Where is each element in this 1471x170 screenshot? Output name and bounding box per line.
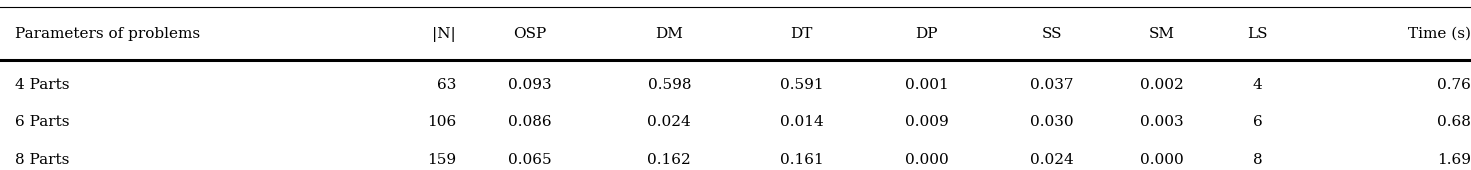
Text: 63: 63	[437, 78, 456, 92]
Text: 0.093: 0.093	[507, 78, 552, 92]
Text: 0.014: 0.014	[780, 115, 824, 129]
Text: 4 Parts: 4 Parts	[15, 78, 69, 92]
Text: 8 Parts: 8 Parts	[15, 153, 69, 167]
Text: 106: 106	[427, 115, 456, 129]
Text: 0.161: 0.161	[780, 153, 824, 167]
Text: Time (s): Time (s)	[1408, 27, 1471, 41]
Text: OSP: OSP	[513, 27, 546, 41]
Text: 0.001: 0.001	[905, 78, 949, 92]
Text: SS: SS	[1041, 27, 1062, 41]
Text: LS: LS	[1247, 27, 1268, 41]
Text: 0.68: 0.68	[1437, 115, 1471, 129]
Text: Parameters of problems: Parameters of problems	[15, 27, 200, 41]
Text: SM: SM	[1149, 27, 1175, 41]
Text: 0.030: 0.030	[1030, 115, 1074, 129]
Text: 0.002: 0.002	[1140, 78, 1184, 92]
Text: 0.037: 0.037	[1030, 78, 1074, 92]
Text: 0.086: 0.086	[507, 115, 552, 129]
Text: DM: DM	[656, 27, 683, 41]
Text: 6 Parts: 6 Parts	[15, 115, 69, 129]
Text: |N|: |N|	[432, 27, 456, 41]
Text: 0.76: 0.76	[1437, 78, 1471, 92]
Text: 4: 4	[1253, 78, 1262, 92]
Text: DP: DP	[915, 27, 938, 41]
Text: 0.024: 0.024	[647, 115, 691, 129]
Text: DT: DT	[790, 27, 813, 41]
Text: 0.591: 0.591	[780, 78, 824, 92]
Text: 0.000: 0.000	[1140, 153, 1184, 167]
Text: 0.000: 0.000	[905, 153, 949, 167]
Text: 8: 8	[1253, 153, 1262, 167]
Text: 0.065: 0.065	[507, 153, 552, 167]
Text: 0.598: 0.598	[647, 78, 691, 92]
Text: 159: 159	[427, 153, 456, 167]
Text: 0.009: 0.009	[905, 115, 949, 129]
Text: 0.003: 0.003	[1140, 115, 1184, 129]
Text: 0.024: 0.024	[1030, 153, 1074, 167]
Text: 6: 6	[1253, 115, 1262, 129]
Text: 0.162: 0.162	[647, 153, 691, 167]
Text: 1.69: 1.69	[1437, 153, 1471, 167]
